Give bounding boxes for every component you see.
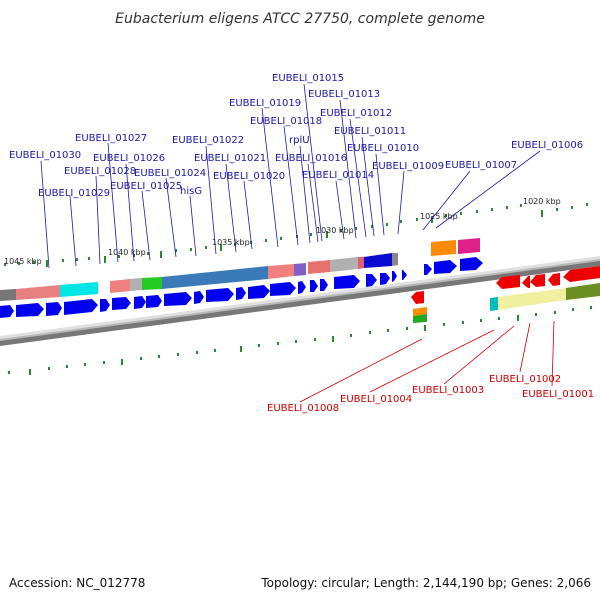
- genome-summary-text: Topology: circular; Length: 2,144,190 bp…: [260, 576, 591, 590]
- gene-label-eubeli-01007: EUBELI_01007: [445, 160, 517, 171]
- gene-label-eubeli-01025: EUBELI_01025: [110, 181, 182, 192]
- gene-label-eubeli-01012: EUBELI_01012: [320, 108, 392, 119]
- gene-label-eubeli-01010: EUBELI_01010: [347, 143, 419, 154]
- leader-lines-forward: [40, 83, 541, 269]
- gene-label-eubeli-01024: EUBELI_01024: [134, 168, 206, 179]
- gene-labels-forward: EUBELI_01030 EUBELI_01029 EUBELI_01028 E…: [9, 73, 583, 199]
- scale-label-1025: 1025 kbp: [420, 212, 458, 221]
- gene-label-eubeli-01015: EUBELI_01015: [272, 73, 344, 84]
- scale-label-1040: 1040 kbp: [108, 248, 146, 257]
- backbone: [0, 256, 600, 346]
- gene-label-eubeli-01009: EUBELI_01009: [372, 161, 444, 172]
- gene-label-eubeli-01022: EUBELI_01022: [172, 135, 244, 146]
- reverse-color-bar: [413, 283, 600, 323]
- inner-tick-arc: [8, 306, 592, 375]
- forward-color-bar: [0, 238, 480, 301]
- leader-lines-reverse: [299, 320, 555, 403]
- gene-label-eubeli-01003: EUBELI_01003: [412, 385, 484, 396]
- gene-label-eubeli-01001: EUBELI_01001: [522, 389, 594, 400]
- gene-label-hisg: hisG: [180, 186, 202, 197]
- gene-label-eubeli-01021: EUBELI_01021: [194, 153, 266, 164]
- scale-labels: 1045 kbp 1040 kbp 1035 kbp 1030 kbp 1025…: [4, 197, 561, 266]
- gene-label-rplu: rplU: [289, 135, 310, 146]
- gene-label-eubeli-01006: EUBELI_01006: [511, 140, 583, 151]
- gene-label-eubeli-01029: EUBELI_01029: [38, 188, 110, 199]
- forward-genes: [0, 257, 483, 318]
- gene-label-eubeli-01030: EUBELI_01030: [9, 150, 81, 161]
- gene-label-eubeli-01013: EUBELI_01013: [308, 89, 380, 100]
- gene-label-eubeli-01008: EUBELI_01008: [267, 403, 339, 414]
- scale-label-1035: 1035 kbp: [212, 238, 250, 247]
- scale-label-1020: 1020 kbp: [523, 197, 561, 206]
- gene-label-eubeli-01028: EUBELI_01028: [64, 166, 136, 177]
- outer-tick-arc: [4, 203, 588, 267]
- gene-labels-reverse: EUBELI_01008 EUBELI_01004 EUBELI_01003 E…: [267, 374, 594, 414]
- gene-label-eubeli-01019: EUBELI_01019: [229, 98, 301, 109]
- reverse-genes: [411, 266, 600, 304]
- gene-label-eubeli-01016: EUBELI_01016: [275, 153, 347, 164]
- accession-text: Accession: NC_012778: [9, 576, 145, 590]
- gene-label-eubeli-01026: EUBELI_01026: [93, 153, 165, 164]
- gene-label-eubeli-01004: EUBELI_01004: [340, 394, 412, 405]
- gene-label-eubeli-01018: EUBELI_01018: [250, 116, 322, 127]
- map-title: Eubacterium eligens ATCC 27750, complete…: [115, 11, 485, 27]
- gene-label-eubeli-01027: EUBELI_01027: [75, 133, 147, 144]
- gene-label-eubeli-01002: EUBELI_01002: [489, 374, 561, 385]
- gene-label-eubeli-01014: EUBELI_01014: [302, 170, 374, 181]
- gene-label-eubeli-01011: EUBELI_01011: [334, 126, 406, 137]
- scale-label-1045: 1045 kbp: [4, 257, 42, 266]
- gene-label-eubeli-01020: EUBELI_01020: [213, 171, 285, 182]
- scale-label-1030: 1030 kbp: [316, 226, 354, 235]
